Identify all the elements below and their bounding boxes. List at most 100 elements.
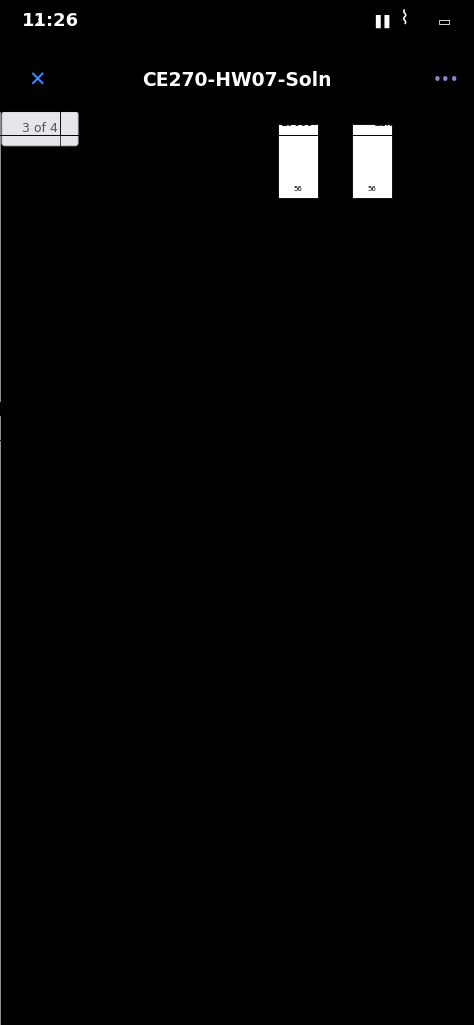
Text: z: z (261, 460, 265, 469)
Text: $\tau_a =$: $\tau_a =$ (68, 266, 90, 279)
Text: VQ: VQ (110, 500, 124, 510)
Text: 4: 4 (412, 400, 417, 409)
Text: (6.37×10⁵)(8): (6.37×10⁵)(8) (134, 275, 197, 283)
Text: I = 1/12(64)(64)³ - 2(1/12(24)(56)³): I = 1/12(64)(64)³ - 2(1/12(24)(56)³) (68, 146, 240, 156)
Text: VQ: VQ (110, 450, 123, 459)
Text: 26: 26 (283, 121, 292, 127)
Text: |: | (338, 444, 341, 453)
Text: @d.    t = 4mm: @d. t = 4mm (68, 460, 147, 470)
Text: Q = 64(32)(16) - 2[(26)(28)(14)]: Q = 64(32)(16) - 2[(26)(28)(14)] (68, 232, 226, 242)
Bar (270, 116, 400, 206)
Text: =: = (131, 268, 139, 278)
Text: 32: 32 (360, 408, 369, 414)
Text: Solution: Solution (375, 118, 415, 128)
Text: z: z (258, 161, 262, 170)
Text: y: y (315, 430, 321, 440)
Text: $\tau_a = 24.3\ MPa$: $\tau_a = 24.3\ MPa$ (91, 284, 164, 297)
Text: ✕: ✕ (28, 71, 46, 90)
Text: =: = (136, 503, 145, 514)
Text: (6.37×10⁵)(8): (6.37×10⁵)(8) (134, 376, 197, 385)
Text: Q = 12384 mm³: Q = 12384 mm³ (88, 249, 167, 258)
Text: $\tau_b =$: $\tau_b =$ (68, 369, 90, 380)
Text: @b    t = 2(4) = 8mm: @b t = 2(4) = 8mm (68, 316, 174, 326)
Text: $\tau_c =$: $\tau_c =$ (68, 455, 89, 466)
Text: @a    t = 2(4) = 8mm: @a t = 2(4) = 8mm (68, 213, 174, 223)
Text: (6.31×10⁶)(8): (6.31×10⁶)(8) (134, 462, 197, 472)
Bar (66, 281, 221, 300)
Bar (66, 468, 216, 489)
Text: Q = (4)(28)(14) = 1568 mm: Q = (4)(28)(14) = 1568 mm (68, 485, 214, 495)
Text: 32: 32 (360, 496, 370, 505)
Text: z: z (255, 316, 260, 325)
Text: Q = (56)(4)(30) + (28)(4)(14): Q = (56)(4)(30) + (28)(4)(14) (68, 334, 212, 343)
Text: @e    Q=0  ⟹: @e Q=0 ⟹ (68, 565, 143, 575)
Text: (10x10³)(1568): (10x10³)(1568) (140, 500, 215, 510)
Text: 3 of 4: 3 of 4 (22, 122, 58, 135)
Text: |: | (334, 232, 337, 241)
Text: Problem 3: Problem 3 (120, 118, 170, 128)
Text: z: z (261, 536, 265, 545)
Text: 28: 28 (332, 449, 341, 457)
Text: It: It (111, 275, 117, 283)
Text: |: | (334, 91, 337, 100)
Text: ⌇: ⌇ (400, 9, 410, 29)
Text: $\tau_b = 16.3\ MPa$: $\tau_b = 16.3\ MPa$ (86, 385, 160, 400)
Text: 3: 3 (333, 392, 337, 398)
Text: 4: 4 (261, 482, 266, 491)
Text: $\tau_c = 4.02\ MPa$: $\tau_c = 4.02\ MPa$ (87, 472, 159, 486)
Text: 22: 22 (392, 293, 401, 298)
FancyBboxPatch shape (2, 112, 78, 146)
Text: CE 27000: CE 27000 (266, 118, 314, 128)
Text: $\tau_d = 6.15\ MPa$: $\tau_d = 6.15\ MPa$ (89, 530, 167, 544)
Text: |: | (318, 438, 322, 448)
Text: 56: 56 (293, 186, 302, 192)
Text: (60×10³)(12384): (60×10³)(12384) (134, 262, 211, 272)
Text: 64: 64 (330, 99, 340, 109)
Text: CE 27000: CE 27000 (121, 423, 169, 434)
Text: 56: 56 (367, 186, 376, 192)
Bar (186, 563, 266, 585)
Text: Q = 4(32)(16) = 2048 mm³: Q = 4(32)(16) = 2048 mm³ (68, 436, 201, 446)
Bar (278, 124, 318, 198)
Text: It: It (110, 514, 117, 523)
Text: y: y (333, 223, 338, 233)
Text: It: It (111, 376, 117, 385)
Text: $\tau_e = 0$: $\tau_e = 0$ (209, 567, 243, 581)
Text: 56: 56 (330, 400, 339, 406)
Text: •••: ••• (433, 73, 459, 88)
Text: Q = 8288 mm³: Q = 8288 mm³ (88, 351, 161, 361)
Text: @c    t = 2(4) = 8mm: @c t = 2(4) = 8mm (68, 418, 173, 427)
Text: Solution: Solution (275, 423, 315, 434)
Text: VQ: VQ (110, 262, 123, 272)
Text: 3: 3 (333, 242, 338, 248)
Text: =: = (131, 456, 139, 465)
Text: 26: 26 (303, 254, 312, 259)
Text: ↗: ↗ (32, 16, 43, 30)
Text: I = 6.37×10⁵ mm⁴: I = 6.37×10⁵ mm⁴ (68, 164, 158, 173)
Bar (66, 382, 216, 403)
Text: 26: 26 (378, 121, 386, 127)
Text: y: y (332, 376, 337, 384)
Text: z: z (258, 426, 262, 436)
Text: y: y (337, 436, 343, 445)
Text: 11:26: 11:26 (22, 12, 79, 30)
Text: 2/2: 2/2 (449, 423, 465, 434)
Text: 26: 26 (359, 254, 368, 259)
Text: 32: 32 (415, 281, 425, 290)
Text: =: = (131, 370, 139, 379)
Text: 26: 26 (375, 400, 384, 406)
Text: 28: 28 (313, 398, 322, 404)
Bar (66, 526, 241, 548)
Text: ▐▐: ▐▐ (370, 14, 389, 28)
Text: $\tau_d =$: $\tau_d =$ (68, 507, 91, 519)
Text: It: It (111, 462, 117, 472)
Text: (6.37x10⁵)(4): (6.37x10⁵)(4) (140, 515, 205, 524)
Text: 1/2: 1/2 (449, 118, 465, 128)
Text: 64: 64 (410, 156, 420, 165)
Text: 21: 21 (270, 293, 278, 298)
Text: V = 10×10³ N: V = 10×10³ N (68, 183, 137, 194)
Bar (352, 124, 392, 198)
Text: ▭: ▭ (438, 14, 451, 28)
Text: 26: 26 (285, 400, 294, 406)
Text: VQ: VQ (110, 364, 123, 373)
